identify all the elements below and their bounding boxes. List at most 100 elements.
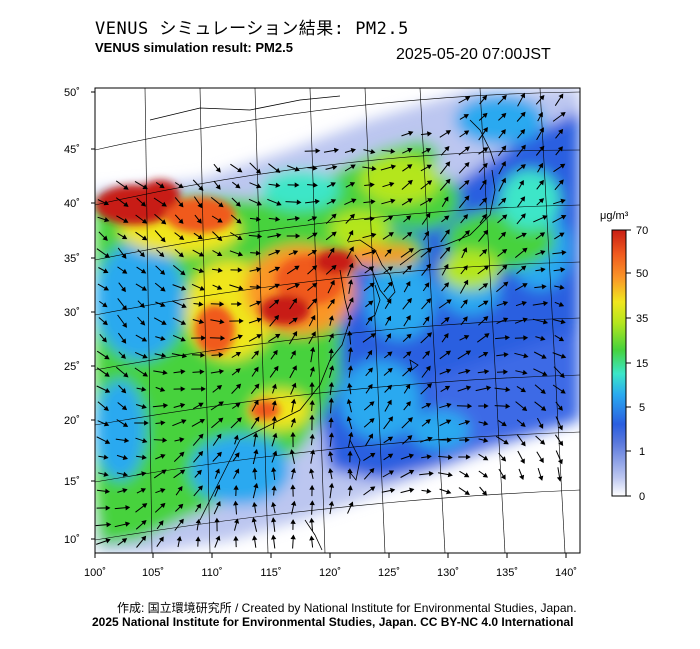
wind-arrowhead — [540, 388, 546, 394]
wind-arrowhead — [523, 353, 529, 359]
wind-arrowhead — [386, 315, 391, 322]
lat-label: 20˚ — [64, 415, 80, 427]
wind-arrowhead — [541, 354, 547, 359]
wind-arrowhead — [425, 148, 432, 153]
wind-arrowhead — [291, 350, 296, 356]
wind-arrowhead — [538, 162, 544, 169]
wind-arrowhead — [159, 386, 166, 392]
wind-arrowhead — [483, 229, 489, 236]
wind-arrowhead — [292, 250, 299, 256]
wind-arrowhead — [103, 268, 109, 274]
wind-arrowhead — [520, 213, 526, 219]
wind-arrowhead — [238, 285, 244, 291]
wind-arrowhead — [407, 417, 413, 423]
wind-arrowhead — [467, 403, 473, 409]
wind-arrowhead — [122, 322, 127, 328]
wind-arrowhead — [463, 335, 470, 340]
wind-arrowhead — [482, 351, 489, 357]
wind-arrowhead — [256, 334, 262, 339]
wind-arrowhead — [558, 301, 565, 307]
wind-arrowhead — [235, 383, 242, 389]
wind-arrowhead — [445, 161, 451, 167]
wind-arrowhead — [443, 332, 449, 339]
wind-arrowhead — [521, 300, 527, 306]
wind-arrowhead — [464, 490, 470, 495]
wind-arrowhead — [162, 437, 168, 443]
wind-arrowhead — [390, 487, 396, 494]
wind-arrowhead — [349, 213, 355, 220]
wind-arrowhead — [122, 268, 128, 274]
wind-arrowhead — [504, 335, 510, 341]
wind-arrowhead — [161, 352, 167, 359]
wind-arrowhead — [201, 335, 206, 341]
wind-arrowhead — [290, 431, 296, 437]
forecast-timestamp: 2025-05-20 07:00JST — [396, 46, 551, 63]
wind-arrowhead — [294, 216, 301, 222]
wind-arrowhead — [289, 449, 295, 455]
wind-arrowhead — [218, 417, 224, 423]
wind-arrowhead — [123, 184, 129, 190]
wind-arrowhead — [333, 147, 339, 154]
wind-arrowhead — [103, 471, 109, 477]
wind-arrowhead — [290, 484, 296, 490]
wind-arrowhead — [237, 167, 243, 173]
wind-arrowhead — [104, 387, 111, 393]
wind-arrowhead — [444, 229, 450, 235]
wind-arrowhead — [180, 369, 186, 375]
wind-arrowhead — [520, 387, 526, 393]
wind-arrowhead — [123, 218, 129, 223]
colorbar-tick-label: 35 — [636, 313, 648, 325]
wind-arrowhead — [328, 315, 334, 321]
wind-arrowhead — [368, 433, 374, 439]
wind-arrowhead — [520, 111, 526, 118]
wind-arrowhead — [443, 263, 449, 270]
wind-arrowhead — [520, 421, 526, 427]
wind-arrowhead — [271, 501, 277, 507]
wind-arrowhead — [557, 405, 563, 411]
wind-arrowhead — [237, 334, 243, 340]
wind-arrowhead — [444, 145, 450, 152]
wind-arrowhead — [523, 335, 529, 341]
wind-arrowhead — [125, 521, 131, 527]
wind-arrowhead — [348, 297, 354, 303]
wind-arrowhead — [311, 282, 318, 288]
wind-arrowhead — [369, 182, 375, 188]
wind-arrowhead — [309, 468, 315, 474]
wind-arrowhead — [178, 503, 184, 509]
wind-arrowhead — [539, 232, 546, 238]
wind-arrowhead — [253, 350, 259, 356]
wind-arrowhead — [346, 398, 352, 404]
wind-arrowhead — [160, 286, 166, 292]
wind-arrowhead — [178, 518, 184, 525]
wind-arrowhead — [483, 300, 489, 306]
wind-arrowhead — [179, 437, 185, 443]
wind-arrowhead — [235, 183, 241, 189]
wind-arrowhead — [387, 367, 393, 373]
wind-arrowhead — [406, 231, 413, 237]
wind-arrowhead — [309, 433, 315, 439]
wind-arrowhead — [233, 535, 239, 541]
wind-arrowhead — [538, 475, 544, 481]
wind-arrowhead — [541, 284, 547, 290]
wind-arrowhead — [142, 184, 148, 190]
wind-arrowhead — [483, 315, 489, 322]
wind-arrowhead — [290, 500, 297, 506]
wind-arrowhead — [427, 198, 433, 203]
wind-arrowhead — [483, 265, 490, 271]
wind-arrowhead — [502, 300, 509, 306]
wind-arrowhead — [427, 436, 433, 442]
wind-arrowhead — [328, 348, 334, 354]
wind-arrowhead — [314, 198, 320, 205]
wind-arrowhead — [539, 439, 546, 445]
lat-label: 45˚ — [64, 144, 80, 156]
wind-arrowhead — [519, 474, 525, 481]
wind-arrowhead — [328, 500, 335, 506]
wind-arrowhead — [159, 251, 165, 258]
wind-arrowhead — [176, 535, 182, 542]
wind-arrowhead — [218, 401, 224, 407]
wind-arrowhead — [446, 299, 452, 305]
wind-arrowhead — [370, 199, 376, 205]
coastlines — [149, 95, 496, 551]
wind-arrowhead — [443, 215, 450, 221]
